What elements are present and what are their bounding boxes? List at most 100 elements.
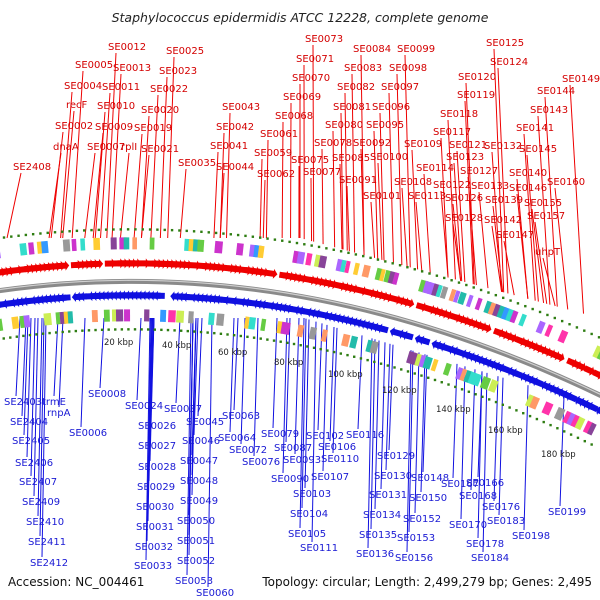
- feature-box[interactable]: [62, 239, 71, 252]
- gene-label[interactable]: SE0007: [87, 142, 125, 153]
- gene-label[interactable]: SE0105: [288, 529, 326, 540]
- gene-label[interactable]: SE0118: [440, 109, 478, 120]
- gene-label[interactable]: SE0075: [291, 155, 329, 166]
- gene-label[interactable]: SE0156: [395, 553, 433, 564]
- feature-box[interactable]: [535, 320, 546, 335]
- feature-box[interactable]: [392, 272, 400, 285]
- feature-box[interactable]: [524, 394, 536, 408]
- gene-label[interactable]: uhpT: [535, 247, 561, 258]
- forward-gene-arrow[interactable]: [104, 258, 116, 269]
- gene-label[interactable]: SE0128: [445, 213, 483, 224]
- gene-label[interactable]: SE0006: [69, 428, 107, 439]
- gene-label[interactable]: SE0126: [445, 193, 483, 204]
- gene-label[interactable]: SE0148: [411, 473, 449, 484]
- gene-label[interactable]: SE0099: [397, 44, 435, 55]
- gene-label[interactable]: SE2412: [30, 558, 68, 569]
- gene-label[interactable]: SE0113: [408, 191, 446, 202]
- gene-label[interactable]: SE0141: [516, 123, 554, 134]
- gene-label[interactable]: SE0047: [180, 456, 218, 467]
- feature-box[interactable]: [452, 290, 461, 303]
- reverse-gene-arrow[interactable]: [79, 291, 92, 302]
- gene-label[interactable]: SE0150: [409, 493, 447, 504]
- feature-box[interactable]: [149, 237, 155, 250]
- reverse-gene-arrow[interactable]: [438, 341, 452, 354]
- feature-box[interactable]: [175, 310, 185, 323]
- gene-label[interactable]: SE0147: [496, 230, 534, 241]
- gene-label[interactable]: SE0143: [530, 105, 568, 116]
- gene-label[interactable]: SE2403: [4, 397, 42, 408]
- gene-label[interactable]: SE0131: [369, 490, 407, 501]
- feature-box[interactable]: [448, 288, 457, 302]
- gene-label[interactable]: SE2411: [28, 537, 66, 548]
- gene-label[interactable]: SE0133: [471, 181, 509, 192]
- gene-label[interactable]: SE0122: [433, 180, 471, 191]
- feature-box[interactable]: [132, 237, 138, 250]
- feature-box[interactable]: [308, 326, 318, 340]
- gene-label[interactable]: SE0116: [346, 430, 384, 441]
- gene-label[interactable]: SE0167: [441, 479, 479, 490]
- gene-label[interactable]: SE0025: [166, 46, 204, 57]
- gene-label[interactable]: SE0091: [339, 175, 377, 186]
- feature-box[interactable]: [43, 312, 52, 326]
- gene-label[interactable]: SE0168: [459, 491, 497, 502]
- gene-label[interactable]: SE0068: [275, 111, 313, 122]
- gene-label[interactable]: SE0136: [356, 549, 394, 560]
- gene-label[interactable]: SE0129: [377, 451, 415, 462]
- gene-label[interactable]: SE0053: [175, 576, 213, 587]
- feature-box[interactable]: [80, 238, 86, 251]
- feature-box[interactable]: [71, 238, 77, 252]
- gene-label[interactable]: SE0052: [177, 556, 215, 567]
- gene-label[interactable]: SE0109: [404, 139, 442, 150]
- gene-label[interactable]: SE0083: [344, 63, 382, 74]
- gene-label[interactable]: SE2407: [19, 477, 57, 488]
- gene-label[interactable]: SE0020: [141, 105, 179, 116]
- feature-box[interactable]: [344, 260, 351, 274]
- gene-label[interactable]: dnaA: [53, 142, 79, 153]
- gene-label[interactable]: SE0077: [303, 167, 341, 178]
- forward-gene-arrow[interactable]: [257, 267, 269, 278]
- gene-label[interactable]: trmE: [42, 397, 66, 408]
- gene-label[interactable]: SE0090: [271, 474, 309, 485]
- forward-gene-arrow[interactable]: [402, 297, 415, 310]
- gene-label[interactable]: SE0106: [318, 442, 356, 453]
- reverse-gene-arrow[interactable]: [297, 305, 310, 317]
- feature-box[interactable]: [124, 309, 131, 322]
- gene-label[interactable]: SE2409: [22, 497, 60, 508]
- gene-label[interactable]: SE0102: [306, 431, 344, 442]
- feature-box[interactable]: [0, 246, 1, 259]
- gene-label[interactable]: SE0029: [137, 482, 175, 493]
- gene-label[interactable]: SE0178: [466, 539, 504, 550]
- gene-label[interactable]: SE0002: [55, 121, 93, 132]
- gene-label[interactable]: SE0022: [150, 84, 188, 95]
- gene-label[interactable]: SE0032: [135, 542, 173, 553]
- gene-label[interactable]: SE0110: [321, 454, 359, 465]
- gene-label[interactable]: SE0079: [261, 429, 299, 440]
- gene-label[interactable]: SE0030: [136, 502, 174, 513]
- reverse-gene-arrow[interactable]: [593, 404, 600, 418]
- gene-label[interactable]: rplI: [121, 142, 137, 153]
- feature-box[interactable]: [341, 333, 351, 347]
- gene-label[interactable]: SE0101: [363, 191, 401, 202]
- gene-label[interactable]: SE0132: [484, 141, 522, 152]
- feature-box[interactable]: [244, 316, 250, 329]
- feature-box[interactable]: [67, 311, 74, 324]
- feature-box[interactable]: [574, 416, 586, 431]
- gene-label[interactable]: SE0097: [381, 82, 419, 93]
- gene-label[interactable]: SE0071: [296, 54, 334, 65]
- feature-box[interactable]: [91, 309, 99, 323]
- gene-label[interactable]: SE0155: [524, 198, 562, 209]
- gene-label[interactable]: SE0012: [108, 42, 146, 53]
- gene-label[interactable]: SE0153: [397, 533, 435, 544]
- feature-box[interactable]: [318, 255, 328, 269]
- feature-box[interactable]: [208, 312, 215, 326]
- gene-label[interactable]: SE0125: [486, 38, 524, 49]
- gene-label[interactable]: SE0043: [222, 102, 260, 113]
- gene-label[interactable]: SE0042: [216, 122, 254, 133]
- forward-gene-arrow[interactable]: [595, 370, 600, 384]
- gene-label[interactable]: SE0146: [509, 183, 547, 194]
- gene-label[interactable]: SE0145: [519, 144, 557, 155]
- feature-box[interactable]: [518, 313, 527, 327]
- gene-label[interactable]: SE0152: [403, 514, 441, 525]
- feature-box[interactable]: [369, 340, 379, 355]
- feature-box[interactable]: [439, 286, 449, 300]
